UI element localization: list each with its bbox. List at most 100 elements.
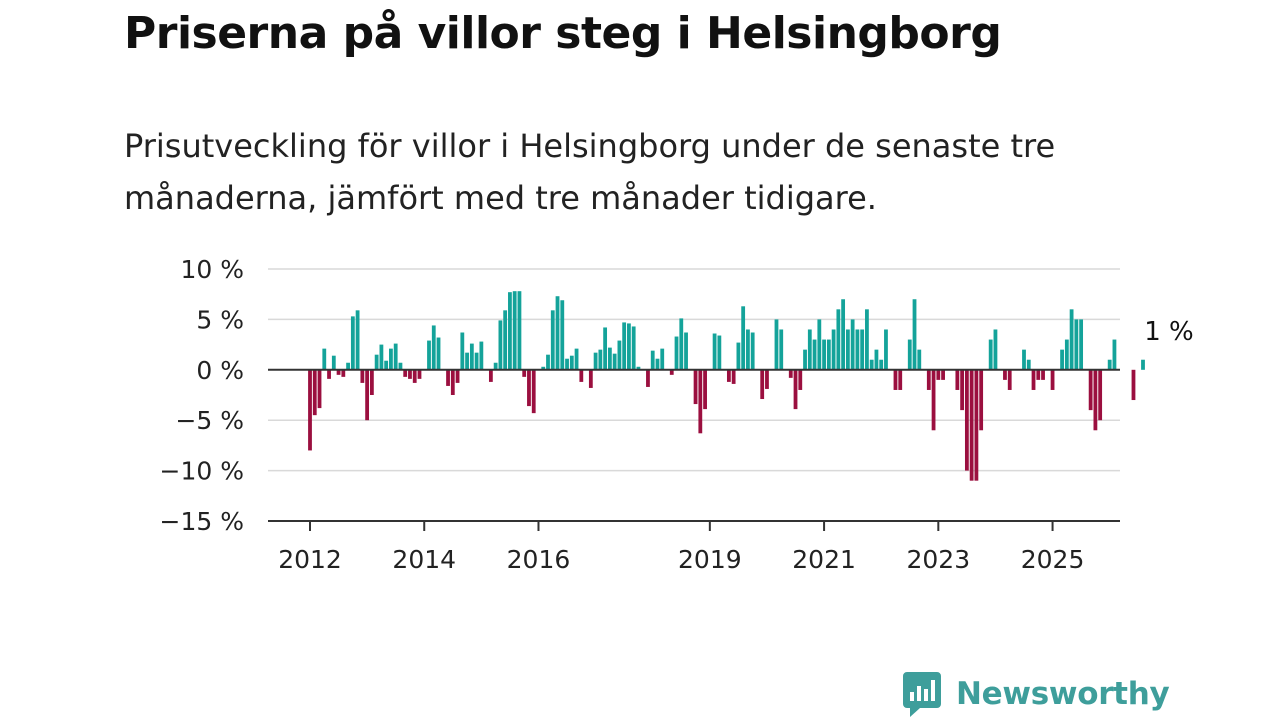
bar [412,369,417,383]
bar [1031,369,1036,390]
bar [964,369,969,471]
bar [646,369,650,387]
bar [750,332,755,370]
bar [398,362,403,370]
x-axis-tick-labels: 2012 2014 2016 2019 2021 2023 2025 [278,545,1084,574]
bar [765,369,769,389]
bar [698,369,703,434]
bar [936,369,941,380]
bar [1041,369,1045,380]
x-tick-label: 2019 [678,545,742,574]
bar [788,369,793,378]
bar [503,310,508,370]
bar [684,332,688,370]
bar [460,332,465,370]
bar [741,306,746,370]
bar [893,369,898,390]
bar [912,299,917,370]
bar [879,359,884,370]
bar [779,329,784,370]
bar [884,329,888,370]
bar [474,352,479,370]
bar [860,329,865,370]
bar [593,352,598,370]
y-tick-label: −5 % [175,406,244,435]
bar [565,358,569,370]
bar [560,300,565,370]
bar [1026,359,1031,370]
bar [327,369,331,379]
bar [736,342,741,370]
bar [774,319,779,370]
bar [574,348,579,370]
bar [436,337,441,370]
bar [1064,339,1069,370]
bar [807,329,812,370]
bar [517,291,522,370]
bar [760,369,765,400]
bar [360,369,365,383]
bar [588,369,593,388]
bar [341,369,346,377]
bar [712,333,717,370]
bar [979,369,984,431]
bar [1131,369,1136,401]
bar [312,369,317,416]
bar [969,369,974,481]
bar [855,329,860,370]
bar [493,362,498,370]
bar [384,360,389,370]
bar [431,325,436,370]
bar [527,369,531,407]
bar [627,323,631,370]
newsworthy-logo-icon [903,672,941,717]
bar [674,336,679,370]
bar [845,329,850,370]
bar [446,369,450,386]
bar [1141,359,1145,370]
y-axis-tick-labels: 10 % 5 % 0 % −5 % −10 % −15 % [160,255,244,536]
bar [660,348,665,370]
bar [550,310,555,370]
x-tick-label: 2025 [1021,545,1085,574]
bar [731,369,736,384]
x-tick-label: 2023 [907,545,971,574]
bar [726,369,731,382]
bar [955,369,960,390]
bar [622,322,627,370]
bar [826,339,831,370]
x-tick-label: 2014 [392,545,456,574]
bar [498,320,503,370]
x-tick-label: 2016 [507,545,571,574]
bar [379,344,384,370]
bar [512,291,517,370]
bar [546,354,550,370]
bar [455,369,460,383]
bar [817,319,822,370]
chart-subtitle: Prisutveckling för villor i Helsingborg … [124,127,1056,217]
bar [822,339,826,370]
bar [831,329,836,370]
bar [417,369,422,379]
y-tick-label: 5 % [196,305,244,334]
bar [1112,339,1117,370]
bar [703,369,707,410]
bar [1060,349,1064,370]
brand-name: Newsworthy [956,676,1170,712]
bar [988,339,993,370]
bar [1007,369,1012,390]
bar [508,292,512,370]
bar [365,369,370,421]
latest-value-annotation: 1 % [1144,317,1194,347]
bar [1079,319,1084,370]
bar [693,369,698,405]
chart-title: Priserna på villor steg i Helsingborg [124,8,1002,59]
x-tick-label: 2021 [792,545,856,574]
bar [993,329,998,370]
bar [488,369,493,382]
bar [408,369,412,379]
bar [865,309,869,370]
bar [798,369,803,390]
bar [874,349,879,370]
bar [427,340,431,370]
